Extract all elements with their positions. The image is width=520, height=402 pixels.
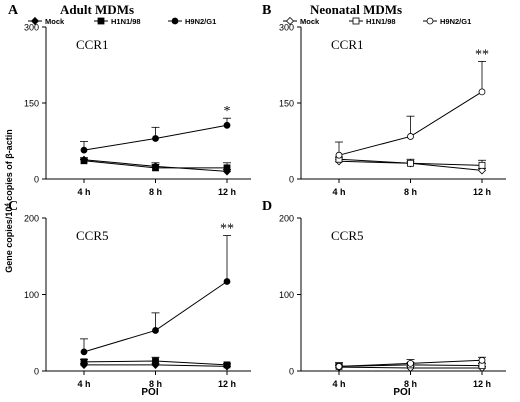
- legend-label: H1N1/98: [366, 17, 396, 26]
- data-point: [152, 327, 159, 334]
- panel-letter: A: [8, 3, 19, 18]
- y-tick-label: 150: [279, 99, 294, 109]
- data-point: [407, 359, 414, 367]
- panel-letter: C: [8, 199, 18, 214]
- significance-mark: **: [475, 47, 489, 62]
- legend-marker: [426, 17, 434, 25]
- y-tick-label: 150: [24, 99, 39, 109]
- legend-marker: [97, 17, 105, 25]
- legend-marker: [30, 16, 40, 26]
- receptor-label: CCR5: [76, 228, 109, 243]
- y-tick-label: 300: [279, 23, 294, 33]
- panel-title: Neonatal MDMs: [310, 2, 402, 17]
- data-point: [478, 161, 486, 169]
- data-point: [223, 121, 231, 129]
- legend-marker: [352, 17, 360, 25]
- data-point: [223, 164, 231, 172]
- panel-title: Adult MDMs: [60, 2, 134, 17]
- receptor-label: CCR5: [331, 228, 364, 243]
- legend-label: Mock: [300, 17, 320, 26]
- significance-mark: **: [220, 222, 234, 237]
- series-h9n2-g1: [335, 61, 486, 159]
- y-tick-label: 0: [289, 367, 294, 377]
- legend-label: H9N2/G1: [440, 17, 471, 26]
- y-tick-label: 0: [289, 175, 294, 185]
- data-point: [223, 278, 231, 285]
- x-tick-label: 12 h: [218, 187, 236, 197]
- panel-a: A Adult MDMs CCR1 0 150 300 4 h 8 h 12 h Mock H1N1…: [8, 2, 251, 197]
- panel-b: B Neonatal MDMs CCR1 0 150 300 4 h 8 h 12 h Mock H…: [262, 2, 506, 197]
- y-axis-label: Gene copies/104 copies of β-actin: [4, 129, 14, 272]
- x-tick-label: 8 h: [404, 187, 417, 197]
- data-point: [223, 361, 231, 369]
- receptor-label: CCR1: [76, 37, 109, 52]
- series-h9n2-g1: [335, 356, 486, 370]
- data-point: [478, 356, 486, 364]
- y-tick-label: 0: [34, 175, 39, 185]
- x-tick-label: 8 h: [149, 379, 162, 389]
- data-point: [407, 159, 414, 167]
- legend-marker: [171, 17, 179, 25]
- panel-letter: D: [262, 199, 272, 214]
- panels: A Adult MDMs CCR1 0 150 300 4 h 8 h 12 h Mock H1N1…: [8, 2, 506, 389]
- data-point: [335, 363, 343, 370]
- x-axis-label-left: POI: [141, 387, 158, 398]
- x-tick-label: 4 h: [77, 379, 90, 389]
- panel-c: C CCR5 0 100 200 4 h 8 h 12 h **: [8, 199, 251, 389]
- receptor-label: CCR1: [331, 37, 364, 52]
- legend-label: H9N2/G1: [185, 17, 216, 26]
- data-point: [152, 357, 159, 365]
- y-tick-label: 0: [34, 367, 39, 377]
- x-tick-label: 8 h: [149, 187, 162, 197]
- y-tick-label: 100: [279, 290, 294, 300]
- y-tick-label: 200: [24, 214, 39, 224]
- x-tick-label: 4 h: [332, 187, 345, 197]
- y-tick-label: 300: [24, 23, 39, 33]
- data-point: [335, 151, 343, 159]
- legend-label: H1N1/98: [111, 17, 141, 26]
- data-point: [152, 135, 159, 142]
- x-tick-label: 8 h: [404, 379, 417, 389]
- x-tick-label: 4 h: [332, 379, 345, 389]
- data-point: [80, 146, 88, 154]
- x-tick-label: 12 h: [218, 379, 236, 389]
- data-point: [152, 164, 159, 172]
- significance-mark: *: [224, 104, 231, 119]
- series-h1n1-98: [80, 356, 231, 369]
- x-tick-label: 12 h: [473, 379, 491, 389]
- y-tick-label: 200: [279, 214, 294, 224]
- y-tick-label: 100: [24, 290, 39, 300]
- legend-marker: [285, 16, 295, 26]
- legend-label: Mock: [45, 17, 65, 26]
- data-point: [478, 88, 486, 96]
- series-h9n2-g1: [80, 117, 231, 154]
- panel-letter: B: [262, 3, 271, 18]
- series-h1n1-98: [80, 157, 231, 172]
- data-point: [80, 157, 88, 165]
- x-tick-label: 4 h: [77, 187, 90, 197]
- x-tick-label: 12 h: [473, 187, 491, 197]
- data-point: [80, 348, 88, 356]
- data-point: [407, 133, 414, 140]
- panel-d: D CCR5 0 100 200 4 h 8 h 12 h: [262, 199, 506, 389]
- x-axis-label-right: POI: [393, 387, 410, 398]
- series-h9n2-g1: [80, 235, 231, 356]
- data-point: [80, 358, 88, 366]
